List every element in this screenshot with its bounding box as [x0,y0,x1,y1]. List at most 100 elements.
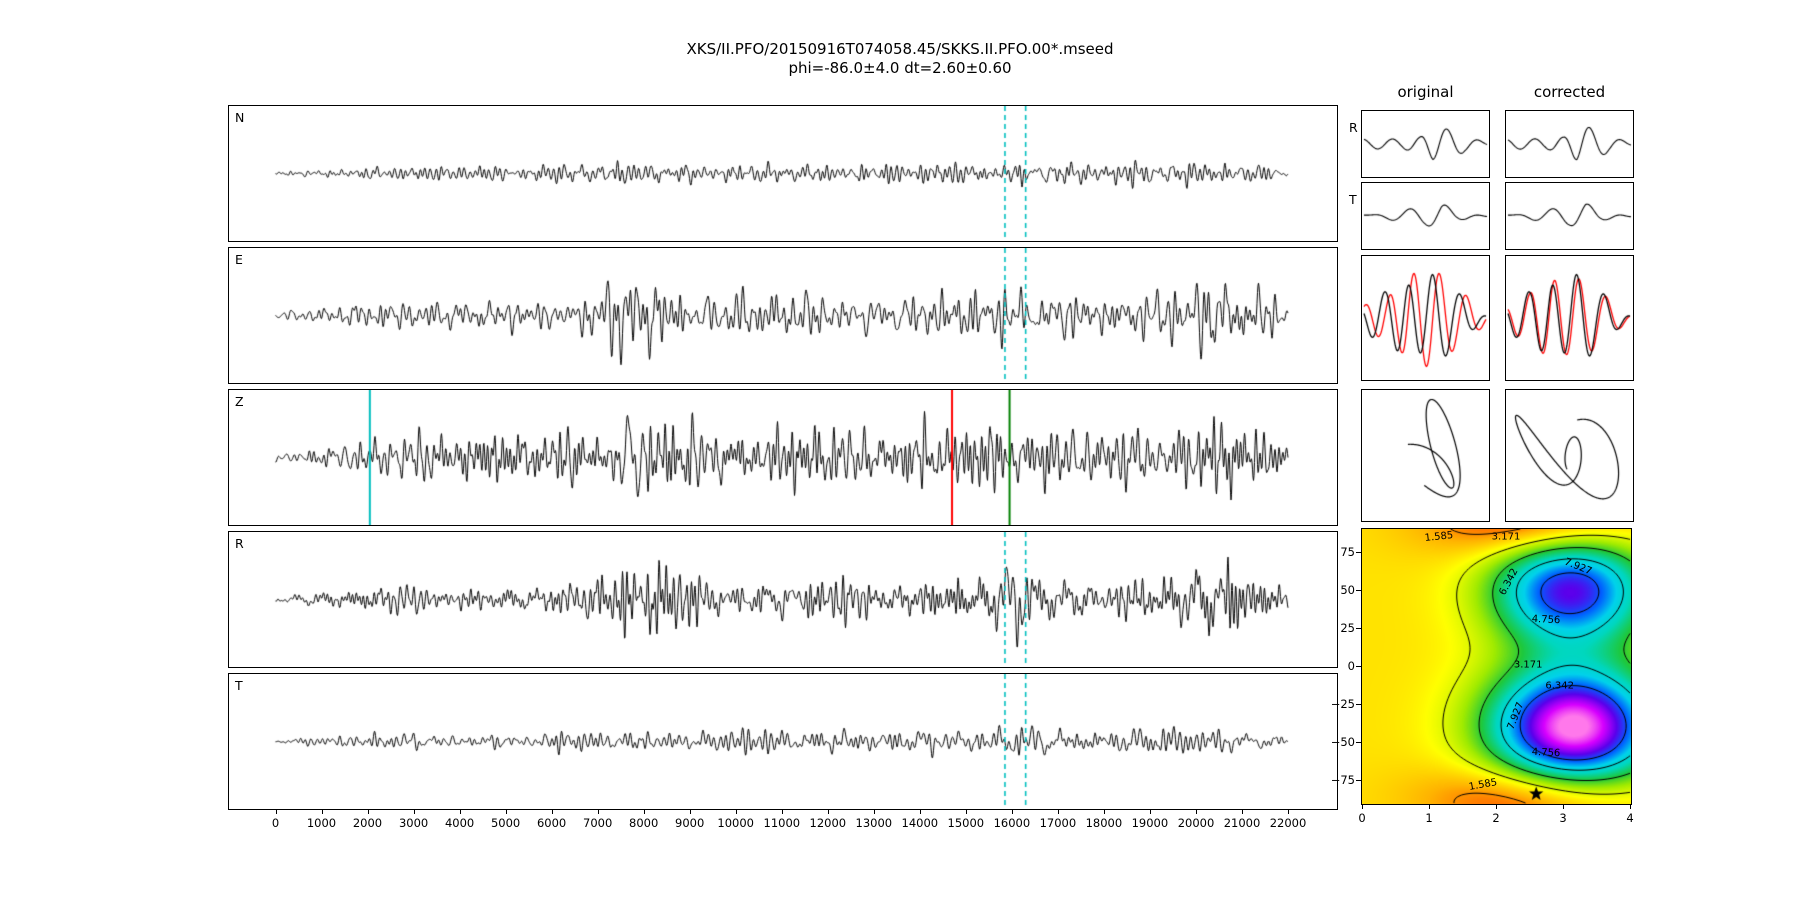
title-line-2: phi=-86.0±4.0 dt=2.60±0.60 [788,59,1012,77]
surface-x-tick [1429,805,1430,809]
x-axis-tick-label: 22000 [1269,816,1307,830]
x-axis-tick-label: 21000 [1223,816,1261,830]
x-axis-tick-label: 18000 [1085,816,1123,830]
waveform-panel-N [228,105,1338,242]
pulse-T-corrected [1505,182,1634,250]
x-axis-tick-label: 15000 [947,816,985,830]
x-axis-tick-label: 11000 [763,816,801,830]
x-axis-tick-label: 7000 [583,816,613,830]
x-axis-tick-label: 12000 [809,816,847,830]
x-axis-tick-label: 13000 [855,816,893,830]
surface-y-tick [1356,589,1361,591]
column-header-original: original [1397,83,1454,101]
x-axis-tick-label: 19000 [1131,816,1169,830]
surface-x-tick-label: 0 [1358,811,1366,825]
x-axis-tick [965,810,967,814]
x-axis-tick-label: 6000 [536,816,567,830]
waveform-panel-R [228,531,1338,668]
x-axis-tick [1057,810,1059,814]
pulse-T-original [1361,182,1490,250]
x-axis-tick-label: 4000 [444,816,475,830]
surface-x-tick [1563,805,1564,809]
surface-x-tick [1362,805,1363,809]
waveform-panel-E [228,247,1338,384]
x-axis-tick [1011,810,1013,814]
x-axis-tick [873,810,875,814]
x-axis-tick-label: 2000 [352,816,383,830]
channel-label-R: R [235,536,244,551]
x-axis-tick-label: 9000 [675,816,705,830]
x-axis-tick-label: 3000 [398,816,429,830]
surface-x-tick-label: 3 [1559,811,1567,825]
surface-y-tick-label: 0 [1347,659,1355,673]
x-axis-tick [367,810,369,814]
x-axis-tick-label: 14000 [901,816,939,830]
channel-label-Z: Z [235,394,244,409]
x-axis-tick [689,810,691,814]
surface-x-tick-label: 4 [1626,811,1634,825]
x-axis-tick [781,810,783,814]
pulse-R-original [1361,110,1490,178]
waveform-panel-Z [228,389,1338,526]
x-axis-tick-label: 0 [271,816,280,830]
surface-y-tick-label: −25 [1330,697,1355,712]
x-axis-tick [1103,810,1105,814]
pulse-row-label-R: R [1349,120,1358,135]
title-line-1: XKS/II.PFO/20150916T074058.45/SKKS.II.PF… [686,40,1114,58]
contour-label-5: 3.171 [1513,659,1543,670]
column-header-corrected: corrected [1533,83,1606,101]
surface-y-tick [1356,742,1361,744]
surface-y-tick-label: 75 [1340,544,1355,559]
x-axis-tick-label: 8000 [629,816,659,830]
channel-label-N: N [235,110,245,125]
waveform-overlay-corrected [1505,255,1634,381]
surface-y-tick-label: 50 [1340,582,1355,597]
surface-y-tick [1356,704,1361,706]
surface-y-tick [1356,627,1361,629]
x-axis-tick [459,810,461,814]
x-axis-tick [505,810,507,814]
x-axis-tick-label: 10000 [717,816,754,830]
contour-label-1: 3.171 [1491,531,1521,543]
x-axis-tick [551,810,553,814]
contour-label-8: 4.756 [1531,746,1561,760]
figure-title: XKS/II.PFO/20150916T074058.45/SKKS.II.PF… [0,40,1800,78]
x-axis-tick [827,810,829,814]
x-axis-tick [1242,810,1243,814]
surface-x-tick [1496,805,1497,809]
x-axis-tick-label: 17000 [1039,816,1077,830]
x-axis-tick [735,810,737,814]
surface-y-tick-label: −75 [1330,773,1355,788]
pulse-row-label-T: T [1349,192,1357,207]
surface-y-tick [1356,780,1361,782]
x-axis-tick [919,810,921,814]
channel-label-E: E [235,252,243,267]
x-axis-tick [597,810,599,814]
contour-label-4: 4.756 [1531,614,1561,627]
surface-x-tick-label: 1 [1425,811,1433,825]
surface-y-tick-label: −50 [1330,735,1355,750]
surface-y-tick [1356,666,1361,667]
x-axis-tick [1196,810,1197,814]
x-axis-tick [643,810,645,814]
pulse-R-corrected [1505,110,1634,178]
x-axis-tick [275,810,277,814]
surface-x-tick [1630,805,1631,809]
x-axis-tick [413,810,415,814]
contour-label-6: 6.342 [1545,680,1575,692]
x-axis-tick-label: 16000 [993,816,1031,830]
particle-motion-original [1361,389,1490,522]
error-surface-heatmap [1361,528,1632,805]
waveform-overlay-original [1361,255,1490,381]
surface-x-tick-label: 2 [1492,811,1500,825]
surface-y-tick [1356,551,1361,553]
channel-label-T: T [235,678,243,693]
x-axis-tick-label: 20000 [1177,816,1215,830]
x-axis-tick-label: 5000 [490,816,521,830]
particle-motion-corrected [1505,389,1634,522]
surface-y-tick-label: 25 [1340,620,1355,635]
x-axis-tick [1149,810,1151,814]
x-axis-tick [321,810,323,814]
waveform-panel-T [228,673,1338,810]
